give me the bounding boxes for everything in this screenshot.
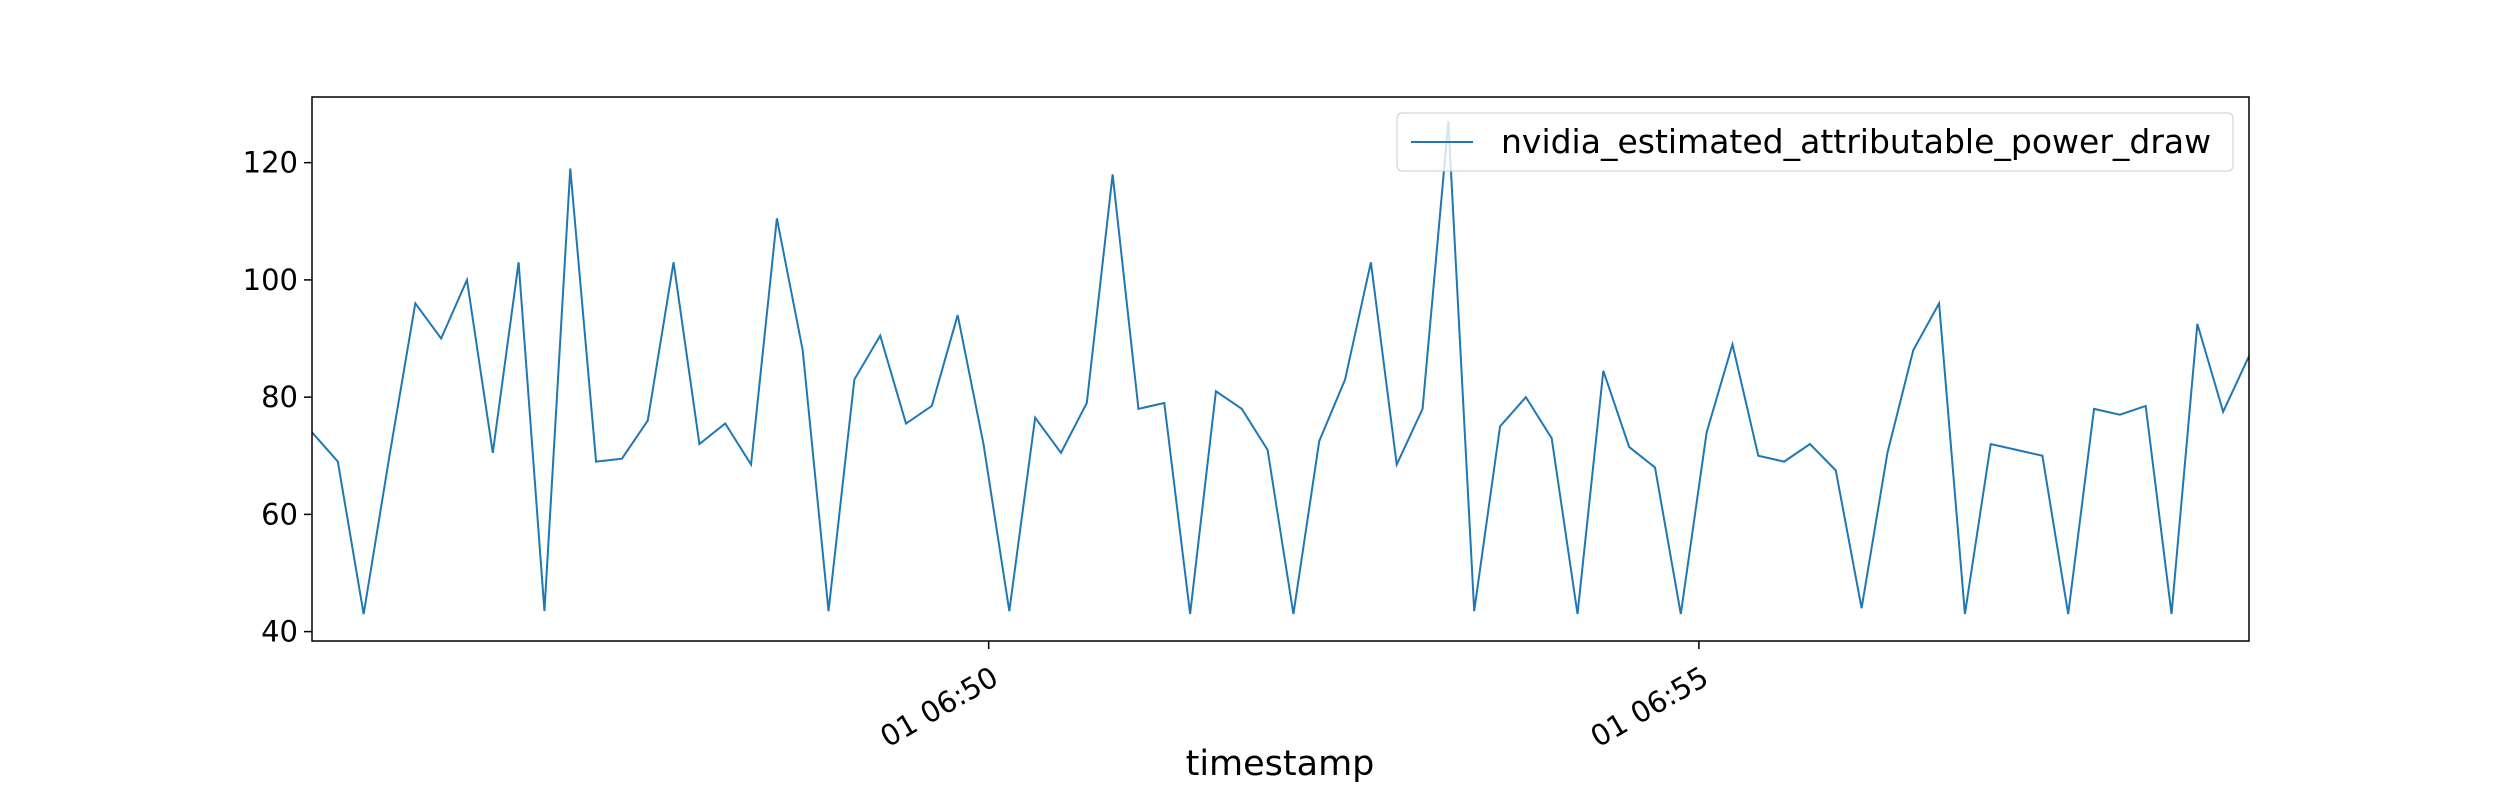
x-tick-label: 01 06:55 [1585, 660, 1714, 754]
x-axis-label: timestamp [1186, 744, 1375, 784]
x-tick-label: 01 06:50 [874, 660, 1003, 754]
y-tick-label: 60 [261, 497, 298, 531]
data-line [312, 121, 2249, 615]
legend-label: nvidia_estimated_attributable_power_draw [1501, 122, 2211, 161]
legend-box [1396, 112, 2234, 172]
plot-frame [311, 96, 2250, 642]
y-tick-label: 40 [261, 615, 298, 649]
y-tick-label: 120 [243, 146, 298, 180]
y-tick-label: 80 [261, 380, 298, 414]
y-tick-label: 100 [243, 263, 298, 297]
